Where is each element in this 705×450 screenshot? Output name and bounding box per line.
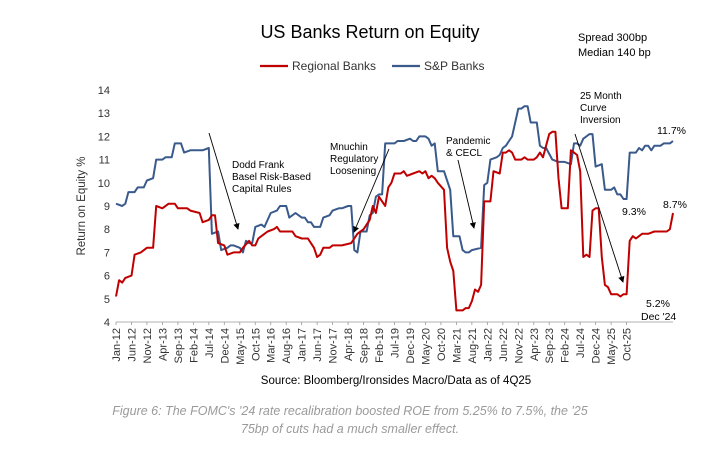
y-tick-label: 9 bbox=[104, 201, 110, 213]
x-tick-label: Jan-17 bbox=[297, 328, 309, 362]
x-tick-label: Nov-12 bbox=[142, 328, 154, 363]
x-tick-label: Jul-19 bbox=[390, 328, 402, 358]
arrow-inversion bbox=[574, 133, 625, 283]
annotation-dodd-frank-line: Basel Risk-Based bbox=[232, 172, 311, 183]
chart: US Banks Return on Equity Regional Banks… bbox=[76, 22, 687, 387]
x-tick-label: Dec-24 bbox=[591, 328, 603, 363]
x-tick-label: Oct-25 bbox=[622, 328, 634, 361]
x-tick-label: Sep-18 bbox=[359, 328, 371, 363]
label-regional-latest: 8.7% bbox=[663, 199, 687, 211]
x-tick-label: Oct-15 bbox=[250, 328, 262, 361]
figure-caption: Figure 6: The FOMC's '24 rate recalibrat… bbox=[80, 402, 620, 438]
annotation-mnuchin: Mnuchin Regulatory Loosening bbox=[330, 142, 378, 177]
y-tick-label: 11 bbox=[99, 155, 110, 167]
label-sp-latest: 11.7% bbox=[657, 125, 686, 137]
arrow-pandemic bbox=[457, 159, 476, 229]
x-tick-label: May-25 bbox=[606, 328, 618, 365]
legend-label-sp: S&P Banks bbox=[424, 59, 484, 73]
y-tick-label: 10 bbox=[98, 178, 110, 190]
x-tick-label: Jun-12 bbox=[126, 328, 138, 362]
x-tick-label: Mar-16 bbox=[266, 328, 278, 363]
x-tick-label: Aug-21 bbox=[467, 328, 479, 363]
x-tick-label: Jan-12 bbox=[111, 328, 123, 362]
y-tick-label: 12 bbox=[98, 131, 110, 143]
x-tick-label: Nov-17 bbox=[328, 328, 340, 363]
annotation-inversion-line: 25 Month bbox=[580, 91, 622, 102]
figure-caption-line-2: 75bp of cuts had a much smaller effect. bbox=[240, 422, 460, 436]
chart-title: US Banks Return on Equity bbox=[260, 22, 479, 42]
y-tick-label: 14 bbox=[98, 85, 110, 97]
x-tick-label: Jun-22 bbox=[498, 328, 510, 362]
y-tick-label: 7 bbox=[104, 247, 110, 259]
annotation-inversion: 25 Month Curve Inversion bbox=[580, 91, 622, 126]
x-tick-label: Aug-16 bbox=[281, 328, 293, 363]
x-tick-label: Jul-14 bbox=[204, 328, 216, 358]
annotation-inversion-line: Inversion bbox=[580, 115, 621, 126]
x-tick-label: Sep-13 bbox=[173, 328, 185, 363]
annotation-pandemic: Pandemic & CECL bbox=[446, 136, 490, 159]
annotation-dodd-frank-line: Capital Rules bbox=[232, 184, 291, 195]
x-tick-label: Dec-14 bbox=[219, 328, 231, 363]
legend-label-regional: Regional Banks bbox=[292, 59, 376, 73]
annotation-pandemic-line: & CECL bbox=[446, 148, 483, 159]
x-tick-label: Nov-22 bbox=[513, 328, 525, 363]
label-regional-low-value: 5.2% bbox=[646, 298, 670, 310]
x-tick-label: May-20 bbox=[420, 328, 432, 365]
x-tick-label: Dec-19 bbox=[405, 328, 417, 363]
arrow-dodd-frank bbox=[208, 132, 240, 230]
spread-line-2: Median 140 bp bbox=[578, 47, 651, 59]
annotation-dodd-frank-line: Dodd Frank bbox=[232, 160, 285, 171]
x-tick-label: Apr-13 bbox=[157, 328, 169, 361]
x-tick-label: Jan-22 bbox=[482, 328, 494, 362]
y-axis-label: Return on Equity % bbox=[76, 156, 88, 255]
arrow-mnuchin bbox=[353, 148, 390, 233]
x-tick-label: Jul-24 bbox=[575, 328, 587, 358]
x-tick-label: Feb-14 bbox=[188, 328, 200, 363]
spread-annotation: Spread 300bp Median 140 bp bbox=[578, 32, 651, 59]
legend: Regional Banks S&P Banks bbox=[260, 59, 484, 73]
x-tick-label: Mar-21 bbox=[451, 328, 463, 363]
annotation-dodd-frank: Dodd Frank Basel Risk-Based Capital Rule… bbox=[232, 160, 311, 195]
label-sp-low: 9.3% bbox=[622, 206, 646, 218]
annotation-mnuchin-line: Loosening bbox=[330, 166, 376, 177]
x-tick-label: Apr-23 bbox=[529, 328, 541, 361]
label-regional-low-date: Dec '24 bbox=[641, 311, 676, 323]
x-tick-label: Feb-24 bbox=[560, 328, 572, 363]
y-tick-label: 4 bbox=[104, 317, 110, 329]
x-tick-label: Apr-18 bbox=[343, 328, 355, 361]
annotation-mnuchin-line: Mnuchin bbox=[330, 142, 368, 153]
y-tick-label: 13 bbox=[98, 108, 110, 120]
y-tick-label: 5 bbox=[104, 294, 110, 306]
x-tick-label: Feb-19 bbox=[374, 328, 386, 363]
y-tick-label: 8 bbox=[104, 224, 110, 236]
source-note: Source: Bloomberg/Ironsides Macro/Data a… bbox=[261, 375, 531, 387]
label-regional-low: 5.2% Dec '24 bbox=[641, 298, 676, 323]
series-line-regional-banks bbox=[115, 130, 674, 312]
spread-line-1: Spread 300bp bbox=[578, 32, 647, 44]
x-tick-label: Jun-17 bbox=[312, 328, 324, 362]
x-tick-label: Oct-20 bbox=[436, 328, 448, 361]
y-tick-label: 6 bbox=[104, 271, 110, 283]
y-axis: 4 5 6 7 8 9 10 11 12 13 14 bbox=[98, 85, 110, 329]
x-tick-label: Sep-23 bbox=[544, 328, 556, 363]
annotation-mnuchin-line: Regulatory bbox=[330, 154, 378, 165]
figure-caption-line-1: Figure 6: The FOMC's '24 rate recalibrat… bbox=[112, 404, 588, 418]
annotation-pandemic-line: Pandemic bbox=[446, 136, 490, 147]
annotation-inversion-line: Curve bbox=[580, 103, 607, 114]
x-axis: Jan-12 Jun-12 Nov-12 Apr-13 Sep-13 Feb-14 Jul-… bbox=[111, 322, 634, 365]
x-tick-label: May-15 bbox=[235, 328, 247, 365]
